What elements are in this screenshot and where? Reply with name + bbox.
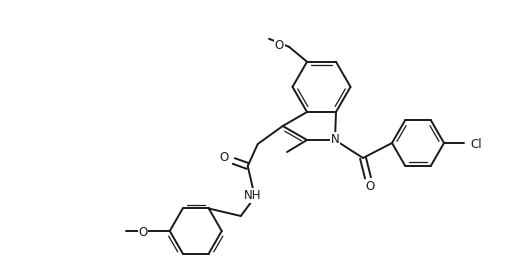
- Text: O: O: [275, 39, 284, 52]
- Text: N: N: [331, 133, 339, 146]
- Text: O: O: [220, 151, 229, 164]
- Text: Cl: Cl: [470, 138, 482, 151]
- Text: O: O: [366, 180, 375, 193]
- Text: NH: NH: [244, 189, 262, 202]
- Text: O: O: [139, 226, 148, 239]
